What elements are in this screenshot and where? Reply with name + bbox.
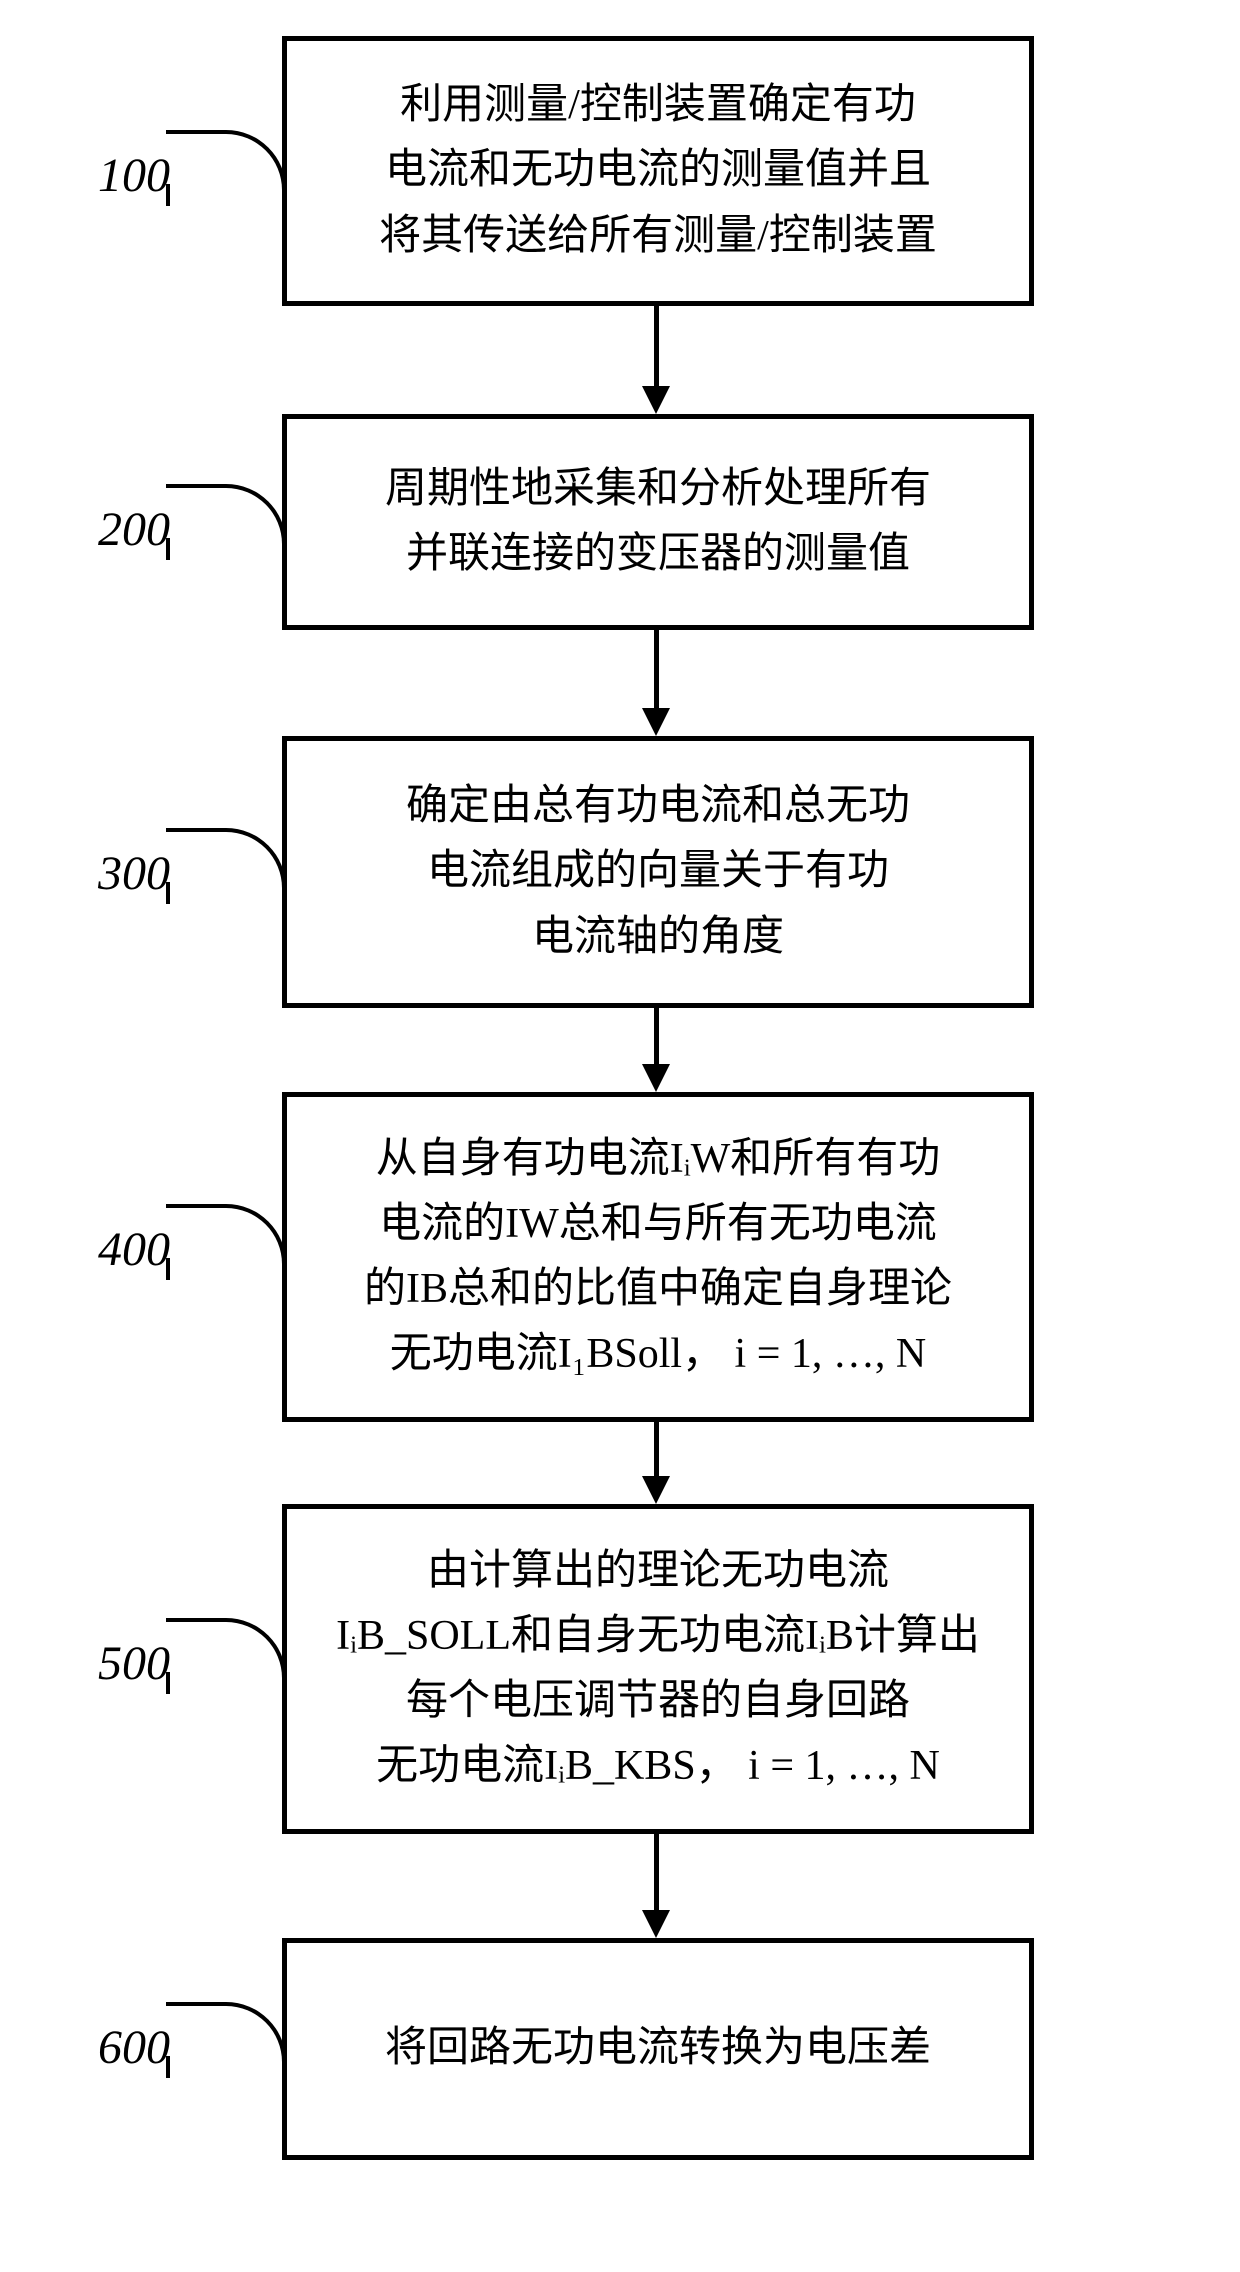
label-connector-tail: [166, 538, 170, 560]
label-connector: [166, 1204, 286, 1268]
arrow-line: [654, 1834, 659, 1910]
arrow-line: [654, 630, 659, 708]
arrow-head-icon: [642, 1476, 670, 1504]
flow-node-label-300: 300: [98, 846, 170, 901]
label-connector-tail: [166, 1258, 170, 1280]
label-connector: [166, 2002, 286, 2066]
arrow-line: [654, 1008, 659, 1064]
label-connector-tail: [166, 882, 170, 904]
flow-node-600: 将回路无功电流转换为电压差: [282, 1938, 1034, 2160]
flowchart-canvas: 利用测量/控制装置确定有功 电流和无功电流的测量值并且 将其传送给所有测量/控制…: [0, 0, 1240, 2272]
arrow-head-icon: [642, 386, 670, 414]
arrow-head-icon: [642, 1064, 670, 1092]
flow-node-label-600: 600: [98, 2020, 170, 2075]
flow-node-text: 利用测量/控制装置确定有功 电流和无功电流的测量值并且 将其传送给所有测量/控制…: [379, 73, 937, 268]
label-connector: [166, 130, 286, 194]
flow-node-200: 周期性地采集和分析处理所有 并联连接的变压器的测量值: [282, 414, 1034, 630]
flow-node-text: 由计算出的理论无功电流 IᵢB_SOLL和自身无功电流IᵢB计算出 每个电压调节…: [336, 1539, 980, 1799]
flow-node-text: 周期性地采集和分析处理所有 并联连接的变压器的测量值: [385, 457, 931, 587]
arrow-head-icon: [642, 1910, 670, 1938]
flow-node-label-200: 200: [98, 502, 170, 557]
flow-node-text: 从自身有功电流IᵢW和所有有功 电流的IW总和与所有无功电流 的IB总和的比值中…: [364, 1127, 952, 1387]
flow-node-500: 由计算出的理论无功电流 IᵢB_SOLL和自身无功电流IᵢB计算出 每个电压调节…: [282, 1504, 1034, 1834]
flow-node-text: 将回路无功电流转换为电压差: [385, 2016, 931, 2081]
arrow-line: [654, 306, 659, 386]
label-connector: [166, 828, 286, 892]
flow-node-label-400: 400: [98, 1222, 170, 1277]
label-connector-tail: [166, 1672, 170, 1694]
arrow-head-icon: [642, 708, 670, 736]
flow-node-300: 确定由总有功电流和总无功 电流组成的向量关于有功 电流轴的角度: [282, 736, 1034, 1008]
flow-node-label-500: 500: [98, 1636, 170, 1691]
label-connector-tail: [166, 184, 170, 206]
label-connector: [166, 1618, 286, 1682]
flow-node-100: 利用测量/控制装置确定有功 电流和无功电流的测量值并且 将其传送给所有测量/控制…: [282, 36, 1034, 306]
label-connector: [166, 484, 286, 548]
flow-node-400: 从自身有功电流IᵢW和所有有功 电流的IW总和与所有无功电流 的IB总和的比值中…: [282, 1092, 1034, 1422]
arrow-line: [654, 1422, 659, 1476]
flow-node-label-100: 100: [98, 148, 170, 203]
label-connector-tail: [166, 2056, 170, 2078]
flow-node-text: 确定由总有功电流和总无功 电流组成的向量关于有功 电流轴的角度: [406, 774, 910, 969]
